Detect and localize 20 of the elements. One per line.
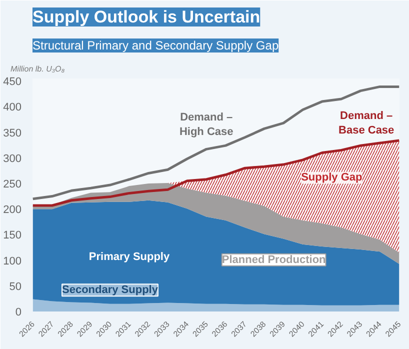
line-series [32, 85, 400, 200]
y-tick-label: 0 [15, 306, 22, 318]
chart-title: Supply Outlook is Uncertain [32, 8, 260, 26]
y-tick-label: 150 [3, 230, 22, 242]
series-label: Supply Gap [301, 172, 362, 184]
y-tick-label: 50 [9, 280, 22, 293]
chart-subtitle: Structural Primary and Secondary Supply Gap [32, 38, 279, 52]
y-axis-title: Million lb. U₃O₈ [10, 64, 66, 74]
series-label: Primary Supply [88, 251, 170, 264]
y-tick-label: 400 [3, 102, 22, 114]
y-tick-label: 100 [3, 255, 22, 268]
y-tick-label: 200 [3, 204, 22, 216]
series-label: Demand – Base Case [338, 110, 394, 136]
y-tick-label: 450 [3, 76, 22, 88]
line-series [32, 139, 400, 207]
series-label: Planned Production [222, 254, 326, 266]
y-tick-label: 350 [3, 127, 22, 140]
y-tick-label: 300 [3, 152, 22, 165]
series-label: Demand – High Case [179, 112, 234, 138]
y-tick-label: 250 [3, 178, 22, 190]
